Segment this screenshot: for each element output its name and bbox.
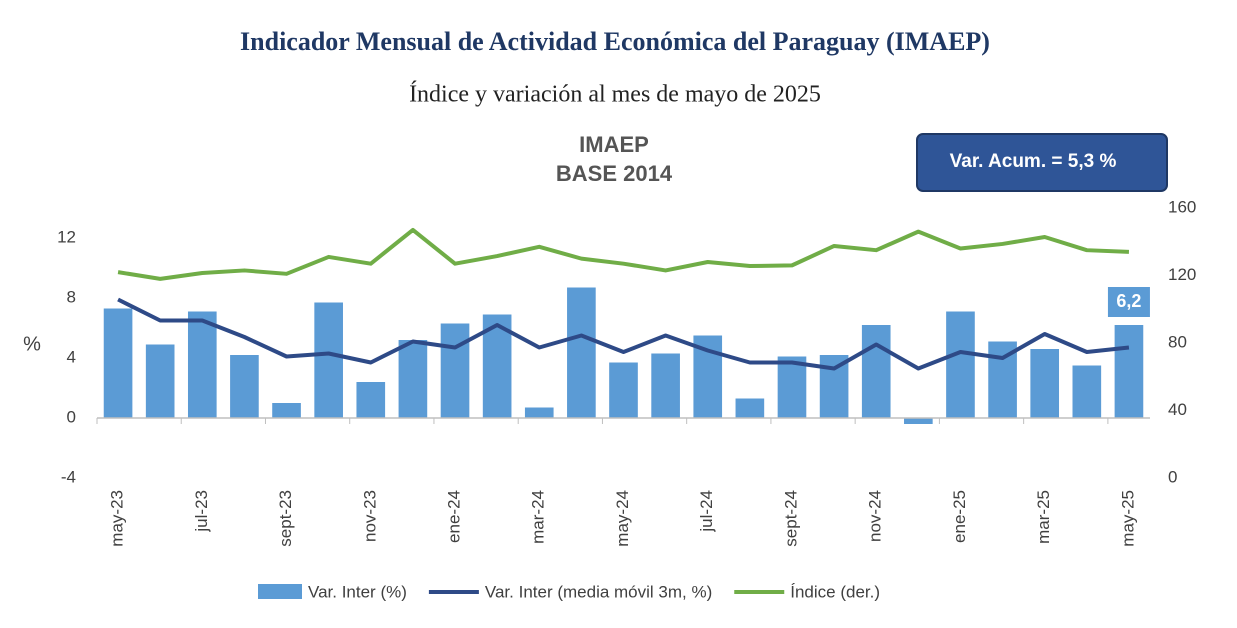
y-tick-label: 8 — [67, 287, 76, 306]
bar — [735, 398, 765, 418]
x-tick-label: sept-24 — [781, 490, 800, 547]
bar — [1030, 349, 1060, 418]
bar — [946, 311, 975, 418]
bar — [1072, 365, 1102, 418]
bar — [567, 287, 596, 418]
legend-label: Var. Inter (media móvil 3m, %) — [485, 582, 712, 601]
y-tick-label: 12 — [57, 227, 76, 246]
bar — [651, 353, 680, 418]
y-axis-label: % — [23, 333, 41, 355]
bar — [1114, 325, 1144, 418]
value-label: 6,2 — [1116, 291, 1141, 311]
y2-tick-label: 40 — [1168, 400, 1187, 419]
bar — [103, 308, 133, 418]
bar — [861, 325, 891, 418]
y2-tick-label: 160 — [1168, 197, 1196, 216]
x-tick-label: mar-24 — [529, 490, 548, 544]
y-tick-label: -4 — [61, 467, 76, 486]
annotation: Var. Acum. = 5,3 % — [950, 151, 1117, 172]
y2-tick-label: 120 — [1168, 265, 1196, 284]
x-tick-label: may-24 — [613, 490, 632, 547]
legend-label: Var. Inter (%) — [308, 582, 407, 601]
annotation-box — [916, 133, 1168, 192]
y2-tick-label: 0 — [1168, 467, 1177, 486]
legend-label: Índice (der.) — [790, 582, 880, 601]
x-tick-label: jul-23 — [192, 490, 211, 533]
x-tick-label: may-23 — [108, 490, 127, 547]
bar — [356, 382, 386, 418]
x-tick-label: ene-25 — [950, 490, 969, 543]
bar — [609, 362, 638, 418]
bar — [440, 323, 470, 418]
bar — [272, 403, 301, 418]
x-tick-label: nov-23 — [360, 490, 379, 542]
line — [117, 227, 1130, 281]
y2-tick-label: 80 — [1168, 332, 1187, 351]
inner-title: IMAEP — [579, 132, 649, 157]
line — [117, 297, 1130, 371]
bar — [187, 311, 217, 418]
x-tick-label: mar-25 — [1034, 490, 1053, 544]
value-label-box — [1107, 287, 1150, 317]
bar — [398, 340, 428, 418]
x-tick-label: may-25 — [1118, 490, 1137, 547]
inner-title: BASE 2014 — [556, 161, 673, 186]
chart-subtitle: Índice y variación al mes de mayo de 202… — [409, 82, 821, 108]
bar — [145, 344, 175, 418]
y-tick-label: 4 — [67, 347, 76, 366]
x-tick-label: jul-24 — [697, 490, 716, 533]
x-tick-label: sept-23 — [276, 490, 295, 547]
bar — [904, 418, 933, 424]
bar — [230, 355, 259, 418]
chart-title: Indicador Mensual de Actividad Económica… — [240, 27, 990, 56]
bar — [524, 407, 554, 418]
legend-swatch — [258, 584, 302, 599]
x-tick-label: nov-24 — [866, 490, 885, 542]
bar — [314, 302, 343, 418]
x-tick-label: ene-24 — [445, 490, 464, 543]
y-tick-label: 0 — [67, 407, 76, 426]
bar — [777, 356, 807, 418]
